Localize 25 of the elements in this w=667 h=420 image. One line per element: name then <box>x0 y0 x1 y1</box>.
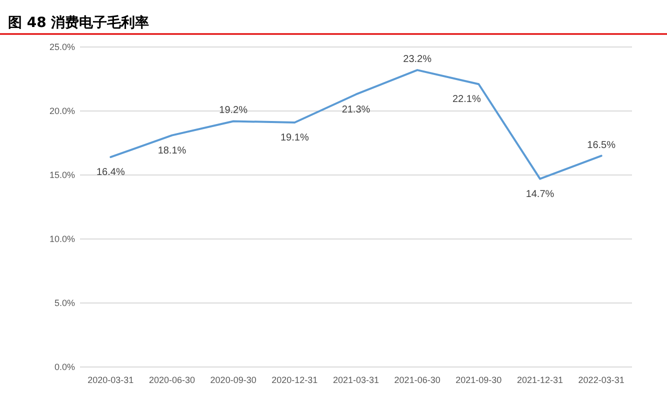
title: 图 48 消费电子毛利率 <box>8 15 150 31</box>
x-tick-label: 2020-03-31 <box>88 375 134 385</box>
data-label: 21.3% <box>342 104 370 116</box>
y-tick-label: 0.0% <box>54 362 75 372</box>
x-tick-label: 2020-06-30 <box>148 375 196 385</box>
y-tick-label: 5.0% <box>54 298 75 308</box>
y-tick-label: 25.0% <box>49 42 75 52</box>
data-label: 18.1% <box>158 145 186 156</box>
data-label: 19.1% <box>280 132 309 144</box>
y-tick-label: 10.0% <box>49 234 75 244</box>
x-tick-label: 2021-06-30 <box>394 375 440 385</box>
y-tick-label: 15.0% <box>49 170 75 180</box>
x-tick-label: 2021-12-31 <box>516 375 564 385</box>
x-tick-label: 2021-03-31 <box>332 375 380 385</box>
x-tick-label: 2021-09-30 <box>456 375 502 385</box>
x-tick-label: 2020-12-31 <box>272 375 318 385</box>
data-label: 22.1% <box>452 94 481 106</box>
data-label: 16.4% <box>96 167 125 178</box>
x-tick-label: 2022-03-31 <box>578 375 624 385</box>
x-tick-label: 2020-09-30 <box>210 375 256 385</box>
data-label: 16.5% <box>587 140 616 151</box>
y-tick-label: 20.0% <box>49 106 75 116</box>
data-label: 23.2% <box>403 54 432 66</box>
data-label: 14.7% <box>526 188 554 200</box>
data-label: 19.2% <box>219 105 248 116</box>
